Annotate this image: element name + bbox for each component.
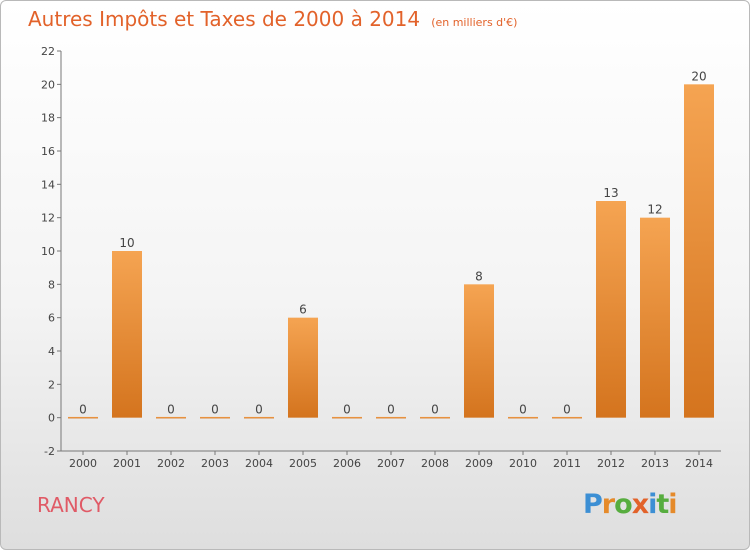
- y-tick-label: 6: [48, 312, 55, 325]
- y-tick-label: 14: [41, 178, 55, 191]
- logo-letter: t: [656, 489, 669, 520]
- bar: [596, 201, 626, 418]
- y-tick-label: 0: [48, 412, 55, 425]
- bar: [332, 416, 362, 419]
- y-tick-label: 10: [41, 245, 55, 258]
- y-tick-label: 2: [48, 378, 55, 391]
- x-tick-label: 2011: [553, 457, 581, 470]
- logo-letter: x: [631, 489, 649, 520]
- logo-letter: i: [648, 489, 657, 520]
- x-tick-label: 2014: [685, 457, 713, 470]
- bar-value-label: 0: [343, 403, 351, 417]
- proxiti-logo: Proxiti: [583, 489, 678, 520]
- bar: [244, 416, 274, 419]
- chart-title: Autres Impôts et Taxes de 2000 à 2014: [28, 7, 421, 31]
- logo-letter: r: [601, 489, 615, 520]
- bar-value-label: 20: [691, 69, 706, 83]
- y-tick-label: 22: [41, 45, 55, 58]
- bar: [156, 416, 186, 419]
- y-tick-label: 8: [48, 278, 55, 291]
- x-tick-label: 2013: [641, 457, 669, 470]
- bar-value-label: 0: [387, 403, 395, 417]
- bar: [112, 251, 142, 418]
- y-tick-label: 12: [41, 212, 55, 225]
- bar-value-label: 0: [79, 403, 87, 417]
- bar: [552, 416, 582, 419]
- chart-bars: [68, 84, 714, 419]
- bar: [684, 84, 714, 418]
- bar-value-label: 6: [299, 303, 307, 317]
- y-tick-label: -2: [44, 445, 55, 458]
- chart-data-labels: 0 10 0 0 0 6 0 0 0 8 0 0 13 12 20: [79, 69, 706, 416]
- bar-value-label: 10: [119, 236, 134, 250]
- x-tick-label: 2003: [201, 457, 229, 470]
- bar: [464, 284, 494, 418]
- x-tick-label: 2001: [113, 457, 141, 470]
- x-tick-label: 2004: [245, 457, 273, 470]
- y-tick-label: 16: [41, 145, 55, 158]
- bar-value-label: 0: [563, 403, 571, 417]
- bar: [68, 416, 98, 419]
- bar-value-label: 0: [211, 403, 219, 417]
- x-tick-label: 2010: [509, 457, 537, 470]
- x-tick-label: 2009: [465, 457, 493, 470]
- chart-subtitle: (en milliers d'€): [431, 16, 518, 29]
- x-tick-label: 2012: [597, 457, 625, 470]
- x-tick-label: 2007: [377, 457, 405, 470]
- bar-value-label: 0: [167, 403, 175, 417]
- bar: [640, 217, 670, 418]
- logo-letter: i: [668, 489, 677, 520]
- x-tick-label: 2005: [289, 457, 317, 470]
- bar-value-label: 12: [647, 203, 662, 217]
- bar: [288, 317, 318, 418]
- y-tick-label: 4: [48, 345, 55, 358]
- bar: [420, 416, 450, 419]
- x-tick-label: 2000: [69, 457, 97, 470]
- x-tick-label: 2008: [421, 457, 449, 470]
- bar: [376, 416, 406, 419]
- bar-value-label: 0: [431, 403, 439, 417]
- logo-letter: P: [583, 489, 603, 520]
- chart-title-block: Autres Impôts et Taxes de 2000 à 2014 (e…: [28, 7, 517, 31]
- x-tick-label: 2002: [157, 457, 185, 470]
- bar-value-label: 8: [475, 269, 483, 283]
- bar-value-label: 13: [603, 186, 618, 200]
- bar-value-label: 0: [255, 403, 263, 417]
- y-tick-label: 18: [41, 112, 55, 125]
- logo-letter: o: [614, 489, 633, 520]
- bar: [200, 416, 230, 419]
- bar: [508, 416, 538, 419]
- commune-name: RANCY: [37, 493, 105, 517]
- x-tick-label: 2006: [333, 457, 361, 470]
- bar-value-label: 0: [519, 403, 527, 417]
- y-tick-label: 20: [41, 78, 55, 91]
